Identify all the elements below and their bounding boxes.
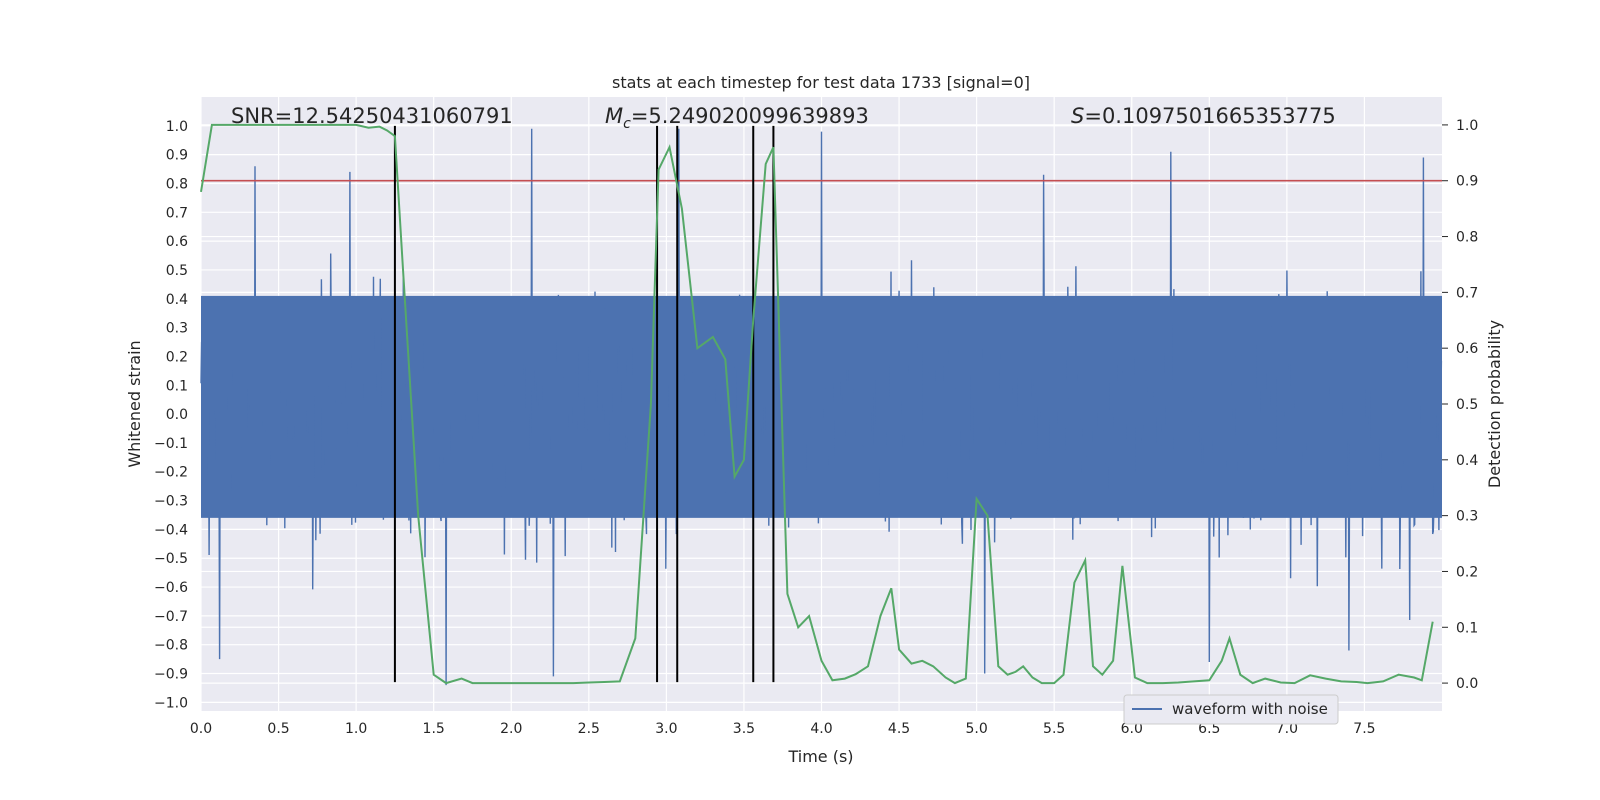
x-tick-label: 5.0 — [965, 721, 987, 737]
y-tick-label: 0.6 — [166, 234, 188, 250]
y-tick-label: −0.2 — [154, 465, 188, 481]
y-tick-label: 0.1 — [166, 378, 188, 394]
y-tick-label: 0.5 — [166, 263, 188, 279]
y-right-tick-label: 0.0 — [1456, 676, 1478, 692]
x-tick-label: 4.0 — [810, 721, 832, 737]
chart-title: stats at each timestep for test data 173… — [612, 73, 1030, 92]
x-tick-label: 6.0 — [1121, 721, 1143, 737]
s-symbol: S — [1071, 104, 1084, 128]
x-tick-label: 5.5 — [1043, 721, 1065, 737]
y-axis-right-ticks: 0.0 0.1 0.2 0.3 0.4 0.5 0.6 0.7 0.8 0.9 1.0 — [1442, 118, 1478, 692]
detection-marker-lines — [393, 125, 775, 683]
x-tick-label: 4.5 — [888, 721, 910, 737]
x-tick-label: 1.0 — [345, 721, 367, 737]
y-tick-label: −0.5 — [154, 551, 188, 567]
x-axis-label: Time (s) — [787, 747, 853, 766]
y-right-tick-label: 0.3 — [1456, 509, 1478, 525]
y-tick-label: −1.0 — [154, 695, 188, 711]
y-right-tick-label: 0.6 — [1456, 341, 1478, 357]
y-right-tick-label: 1.0 — [1456, 118, 1478, 134]
x-tick-label: 2.5 — [578, 721, 600, 737]
y-tick-label: 0.0 — [166, 407, 188, 423]
chirp-mass-symbol: M — [605, 104, 623, 128]
x-tick-label: 3.5 — [733, 721, 755, 737]
y-axis-right-label: Detection probability — [1485, 320, 1504, 488]
y-tick-label: 0.3 — [166, 321, 188, 337]
y-tick-label: 1.0 — [166, 119, 188, 135]
y-right-tick-label: 0.1 — [1456, 620, 1478, 636]
y-tick-label: 0.7 — [166, 205, 188, 221]
y-tick-label: 0.4 — [166, 292, 188, 308]
y-tick-label: −0.4 — [154, 522, 188, 538]
y-right-tick-label: 0.2 — [1456, 564, 1478, 580]
y-tick-label: 0.8 — [166, 176, 188, 192]
waveform-trace — [200, 128, 1443, 686]
x-tick-label: 7.5 — [1353, 721, 1375, 737]
y-tick-label: −0.7 — [154, 609, 188, 625]
y-right-tick-label: 0.8 — [1456, 230, 1478, 246]
x-tick-label: 0.0 — [190, 721, 212, 737]
y-tick-label: 0.2 — [166, 349, 188, 365]
chirp-mass-annotation: Mc=5.249020099639893 — [605, 104, 869, 132]
y-axis-left-ticks: −1.0 −0.9 −0.8 −0.7 −0.6 −0.5 −0.4 −0.3 −0.2 −0.1… — [154, 119, 188, 712]
chirp-mass-subscript: c — [623, 116, 631, 132]
legend: waveform with noise — [1123, 694, 1339, 725]
x-tick-label: 0.5 — [267, 721, 289, 737]
x-axis-ticks: 0.0 0.5 1.0 1.5 2.0 2.5 3.0 3.5 4.0 4.5 5.0 5.5 6.0 6… — [190, 721, 1376, 737]
x-tick-label: 1.5 — [423, 721, 445, 737]
y-right-tick-label: 0.5 — [1456, 397, 1478, 413]
y-tick-label: 0.9 — [166, 148, 188, 164]
y-right-tick-label: 0.7 — [1456, 285, 1478, 301]
legend-label: waveform with noise — [1172, 700, 1328, 718]
y-tick-label: −0.6 — [154, 580, 188, 596]
s-annotation: S=0.1097501665353775 — [1071, 104, 1336, 128]
x-tick-label: 6.5 — [1198, 721, 1220, 737]
y-tick-label: −0.8 — [154, 638, 188, 654]
detection-probability-line — [200, 123, 1434, 685]
y-right-tick-label: 0.9 — [1456, 174, 1478, 190]
y-tick-label: −0.3 — [154, 494, 188, 510]
legend-box — [1123, 694, 1339, 725]
x-tick-label: 7.0 — [1276, 721, 1298, 737]
chirp-mass-value: =5.249020099639893 — [631, 104, 869, 128]
x-tick-label: 2.0 — [500, 721, 522, 737]
s-value: =0.1097501665353775 — [1084, 104, 1335, 128]
y-tick-label: −0.9 — [154, 667, 188, 683]
y-right-tick-label: 0.4 — [1456, 453, 1478, 469]
x-tick-label: 3.0 — [655, 721, 677, 737]
snr-annotation: SNR=12.54250431060791 — [231, 104, 513, 128]
y-axis-label: Whitened strain — [125, 340, 144, 467]
y-tick-label: −0.1 — [154, 436, 188, 452]
